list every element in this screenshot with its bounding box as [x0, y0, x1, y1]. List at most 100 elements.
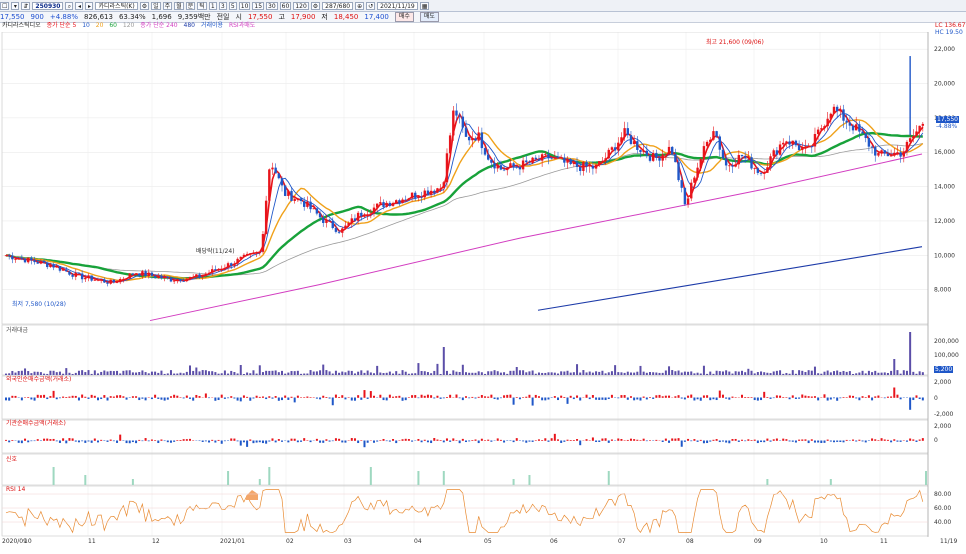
foreign-bar: [801, 394, 804, 398]
candle-body: [598, 161, 601, 165]
minute-15[interactable]: 15: [252, 1, 265, 10]
institution-bar: [820, 440, 823, 444]
foreign-bar: [693, 397, 696, 401]
candle-body: [39, 261, 43, 264]
candle-body: [788, 141, 791, 145]
institution-bar: [468, 440, 471, 442]
foreign-bar: [674, 396, 677, 398]
minute-60[interactable]: 60: [279, 1, 292, 10]
next-icon[interactable]: ▸: [85, 1, 94, 10]
candle-body: [651, 153, 655, 161]
volume-bar: [817, 373, 820, 375]
period-day[interactable]: 일: [151, 1, 161, 10]
minute-1[interactable]: 1: [208, 1, 217, 10]
chart-type-icon[interactable]: ▾: [11, 1, 20, 10]
institution-bar: [208, 440, 211, 443]
data-count-input[interactable]: 287/680: [322, 1, 354, 10]
foreign-bar: [166, 397, 169, 400]
volume-bar: [763, 372, 766, 375]
candles: [4, 56, 925, 287]
volume-bar: [363, 372, 366, 375]
stock-code-input[interactable]: 250930: [32, 1, 64, 10]
stock-name[interactable]: 카디라스틱(K): [95, 1, 138, 10]
volume-bar: [382, 373, 385, 375]
minute-10[interactable]: 10: [238, 1, 251, 10]
period-month[interactable]: 월: [174, 1, 184, 10]
institution-bar: [49, 439, 52, 441]
institution-bar: [918, 439, 921, 441]
candle-body: [96, 279, 100, 281]
foreign-bar: [750, 397, 753, 398]
prev-icon[interactable]: ◂: [75, 1, 84, 10]
volume-bar: [496, 371, 499, 375]
minute-5[interactable]: 5: [228, 1, 237, 10]
foreign-bar: [77, 397, 80, 401]
institution-bar: [785, 439, 788, 441]
minute-3[interactable]: 3: [218, 1, 227, 10]
signal-bar: [417, 471, 420, 485]
axis-labels: 22,00020,00018,00016,00014,00012,00010,0…: [2, 46, 959, 545]
foreign-bar: [645, 397, 648, 400]
volume-bar: [886, 372, 889, 375]
volume-bar: [852, 373, 855, 375]
period-week[interactable]: 주: [162, 1, 173, 10]
candle-body: [915, 131, 918, 137]
institution-bar: [807, 440, 810, 444]
institution-bar: [315, 438, 318, 441]
candle-body: [433, 190, 436, 193]
settings-icon[interactable]: ⚙: [139, 1, 150, 10]
foreign-bar: [36, 394, 39, 398]
institution-bar: [157, 440, 160, 444]
chart-canvas[interactable]: 22,00020,00018,00016,00014,00012,00010,0…: [0, 32, 966, 554]
volume-bar: [411, 373, 414, 375]
low-label: 저: [321, 13, 328, 21]
volume-bar: [52, 370, 55, 375]
foreign-bar: [315, 397, 318, 399]
legend-title: 카디라스틱디오: [2, 22, 41, 29]
foreign-bar: [642, 396, 645, 398]
institution-bar: [373, 440, 375, 443]
volume-bar: [147, 373, 150, 375]
foreign-bar: [417, 397, 420, 399]
volume-bar: [116, 370, 119, 375]
minute-120[interactable]: 120: [293, 1, 309, 10]
search-icon[interactable]: ⌕: [65, 1, 74, 10]
volume-bar: [395, 371, 398, 375]
date-input[interactable]: 2021/11/19: [377, 1, 418, 10]
volume-bar: [725, 370, 728, 375]
foreign-bar: [150, 397, 153, 400]
sell-button[interactable]: 매도: [419, 12, 439, 22]
volume-bar: [93, 370, 96, 375]
buy-button[interactable]: 매수: [394, 12, 414, 22]
institution-bar: [522, 440, 525, 442]
volume-bar: [712, 373, 715, 375]
candle-body: [249, 253, 252, 255]
gear-icon[interactable]: ⚙: [310, 1, 321, 10]
volume-bar: [192, 370, 195, 375]
calendar-icon[interactable]: ▦: [419, 1, 430, 10]
institution-bar: [58, 440, 61, 443]
foreign-bar: [715, 397, 718, 401]
institution-bar: [490, 440, 493, 442]
volume-bar: [277, 372, 280, 375]
candle-body: [429, 190, 433, 195]
institution-bar: [782, 438, 785, 441]
candle-body: [134, 273, 138, 275]
zoom-icon[interactable]: ⊕: [355, 1, 365, 10]
foreign-bar: [135, 396, 138, 398]
period-tick[interactable]: 틱: [197, 1, 207, 10]
candle-body: [293, 199, 296, 201]
compare-icon[interactable]: ⇵: [21, 1, 31, 10]
institution-bar: [699, 439, 702, 441]
volume-bar: [896, 370, 899, 375]
period-minute[interactable]: 분: [185, 1, 196, 10]
volume-bar: [607, 372, 610, 375]
candle-body: [715, 131, 718, 137]
reset-icon[interactable]: ↺: [366, 1, 376, 10]
institution-bar: [915, 440, 918, 442]
foreign-bar: [728, 397, 731, 400]
minute-30[interactable]: 30: [266, 1, 278, 10]
foreign-bar: [208, 397, 211, 399]
menu-icon[interactable]: ☐: [0, 1, 10, 10]
candle-body: [303, 201, 306, 207]
